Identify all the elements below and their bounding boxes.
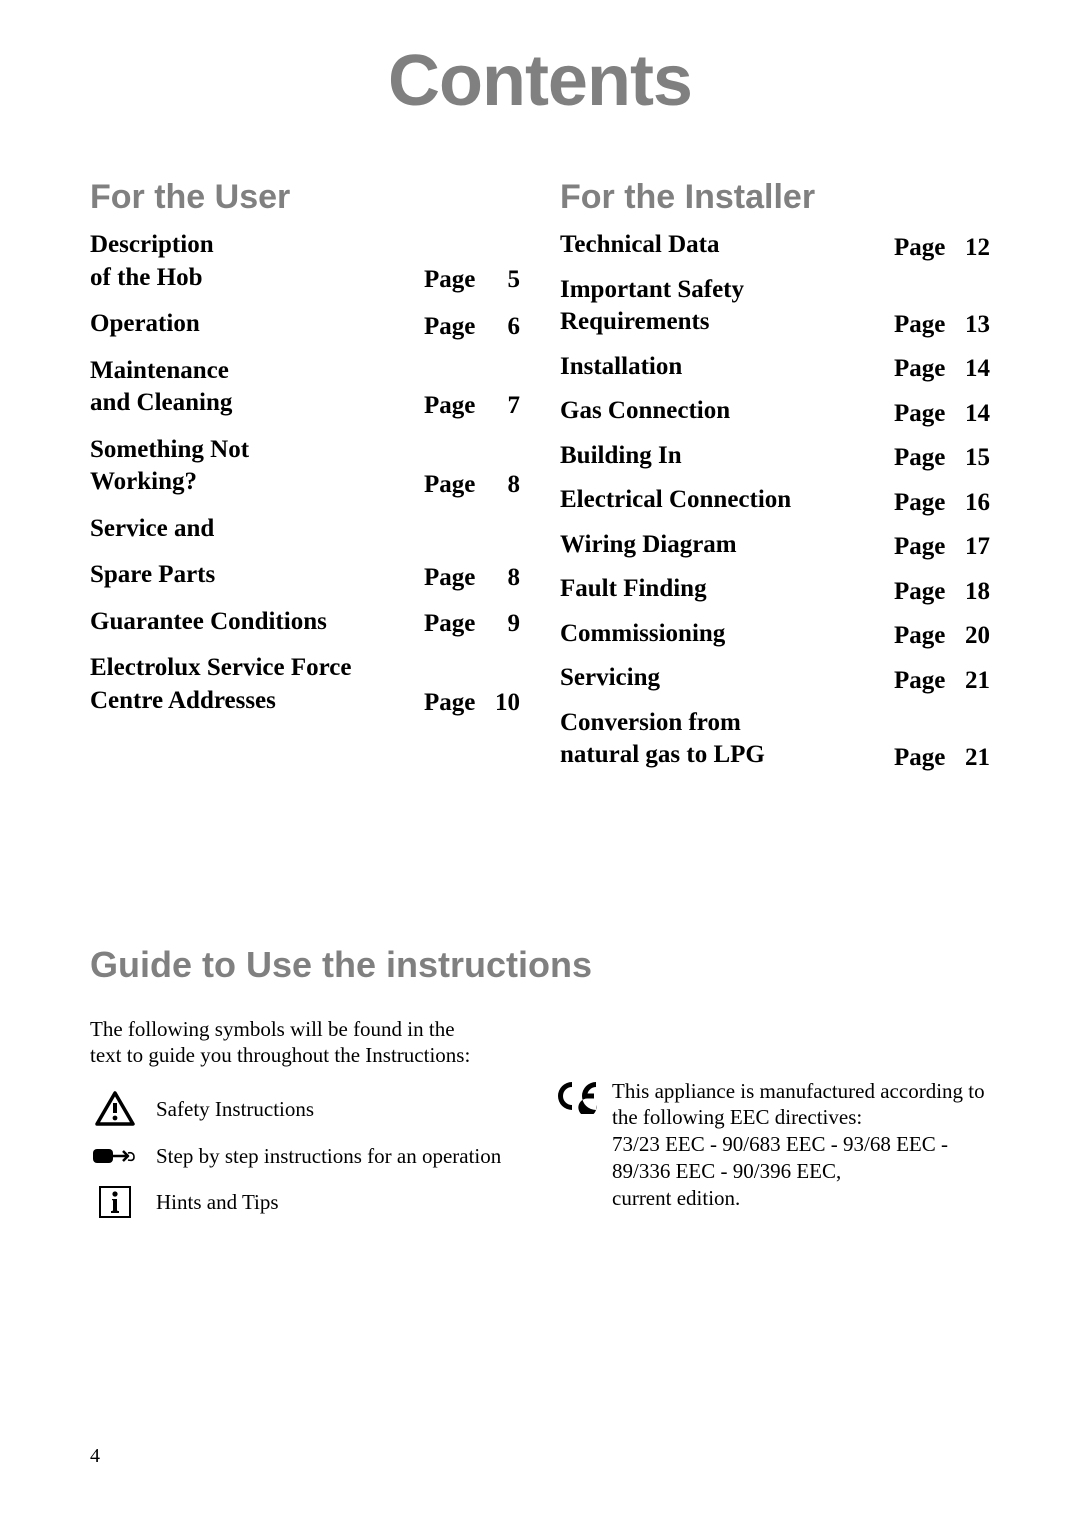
toc-row: Building InPage15 bbox=[560, 440, 990, 473]
page-title: Contents bbox=[90, 40, 990, 122]
toc-label: Fault Finding bbox=[560, 573, 894, 606]
toc-page: Page10 bbox=[424, 689, 520, 717]
guide-intro: The following symbols will be found in t… bbox=[90, 1016, 490, 1070]
toc-label: Gas Connection bbox=[560, 395, 894, 428]
toc-page: Page14 bbox=[894, 355, 990, 383]
legend-text: Hints and Tips bbox=[140, 1190, 279, 1214]
installer-column: For the Installer Technical DataPage12Im… bbox=[560, 178, 990, 784]
toc-label: Technical Data bbox=[560, 229, 894, 262]
toc-label: Conversion fromnatural gas to LPG bbox=[560, 707, 894, 772]
toc-page: Page18 bbox=[894, 578, 990, 606]
toc-label: Important SafetyRequirements bbox=[560, 274, 894, 339]
toc-page: Page17 bbox=[894, 533, 990, 561]
toc-row: Important SafetyRequirementsPage13 bbox=[560, 274, 990, 339]
ce-text: This appliance is manufactured according… bbox=[604, 1078, 990, 1212]
toc-label: Spare Parts bbox=[90, 559, 424, 592]
toc-row: Fault FindingPage18 bbox=[560, 573, 990, 606]
toc-label: Service and bbox=[90, 513, 520, 546]
info-icon bbox=[90, 1185, 140, 1219]
toc-row: CommissioningPage20 bbox=[560, 618, 990, 651]
toc-label: Descriptionof the Hob bbox=[90, 229, 424, 294]
toc-label: Installation bbox=[560, 351, 894, 384]
toc-row: Service and bbox=[90, 513, 520, 546]
toc-page: Page16 bbox=[894, 489, 990, 517]
legend-text: Safety Instructions bbox=[140, 1097, 314, 1121]
toc-page: Page12 bbox=[894, 234, 990, 262]
toc-row: ServicingPage21 bbox=[560, 662, 990, 695]
toc-row: Electrical ConnectionPage16 bbox=[560, 484, 990, 517]
contents-columns: For the User Descriptionof the HobPage5O… bbox=[90, 178, 990, 784]
toc-page: Page21 bbox=[894, 667, 990, 695]
legend-text: Step by step instructions for an operati… bbox=[140, 1144, 501, 1168]
toc-row: Wiring DiagramPage17 bbox=[560, 529, 990, 562]
toc-page: Page13 bbox=[894, 311, 990, 339]
legend-row: Hints and Tips bbox=[90, 1185, 510, 1219]
toc-page: Page8 bbox=[424, 564, 520, 592]
toc-page: Page21 bbox=[894, 744, 990, 772]
guide-right: This appliance is manufactured according… bbox=[550, 1016, 990, 1212]
toc-page: Page15 bbox=[894, 444, 990, 472]
toc-page: Page7 bbox=[424, 392, 520, 420]
toc-label: Electrolux Service ForceCentre Addresses bbox=[90, 652, 424, 717]
toc-label: Something NotWorking? bbox=[90, 434, 424, 499]
toc-label: Electrical Connection bbox=[560, 484, 894, 517]
toc-page: Page14 bbox=[894, 400, 990, 428]
guide-heading: Guide to Use the instructions bbox=[90, 944, 990, 986]
toc-row: OperationPage6 bbox=[90, 308, 520, 341]
toc-row: Conversion fromnatural gas to LPGPage21 bbox=[560, 707, 990, 772]
toc-page: Page6 bbox=[424, 313, 520, 341]
toc-row: Descriptionof the HobPage5 bbox=[90, 229, 520, 294]
hand-icon bbox=[90, 1143, 140, 1169]
guide-left: The following symbols will be found in t… bbox=[90, 1016, 510, 1236]
toc-label: Servicing bbox=[560, 662, 894, 695]
installer-heading: For the Installer bbox=[560, 178, 990, 217]
toc-label: Guarantee Conditions bbox=[90, 606, 424, 639]
user-column: For the User Descriptionof the HobPage5O… bbox=[90, 178, 520, 784]
toc-page: Page5 bbox=[424, 266, 520, 294]
toc-row: Gas ConnectionPage14 bbox=[560, 395, 990, 428]
toc-row: Maintenanceand CleaningPage7 bbox=[90, 355, 520, 420]
legend-row: Safety Instructions bbox=[90, 1091, 510, 1127]
toc-label: Commissioning bbox=[560, 618, 894, 651]
page-number: 4 bbox=[90, 1445, 100, 1468]
toc-label: Maintenanceand Cleaning bbox=[90, 355, 424, 420]
warning-icon bbox=[90, 1091, 140, 1127]
toc-label: Wiring Diagram bbox=[560, 529, 894, 562]
guide-section: Guide to Use the instructions The follow… bbox=[90, 944, 990, 1236]
toc-page: Page8 bbox=[424, 471, 520, 499]
toc-page: Page20 bbox=[894, 622, 990, 650]
toc-row: Spare PartsPage8 bbox=[90, 559, 520, 592]
ce-icon bbox=[550, 1078, 604, 1114]
toc-row: Something NotWorking?Page8 bbox=[90, 434, 520, 499]
user-heading: For the User bbox=[90, 178, 520, 217]
toc-label: Building In bbox=[560, 440, 894, 473]
toc-row: Electrolux Service ForceCentre Addresses… bbox=[90, 652, 520, 717]
toc-label: Operation bbox=[90, 308, 424, 341]
legend-row: Step by step instructions for an operati… bbox=[90, 1143, 510, 1169]
toc-row: Technical DataPage12 bbox=[560, 229, 990, 262]
toc-row: InstallationPage14 bbox=[560, 351, 990, 384]
toc-page: Page9 bbox=[424, 610, 520, 638]
toc-row: Guarantee ConditionsPage9 bbox=[90, 606, 520, 639]
